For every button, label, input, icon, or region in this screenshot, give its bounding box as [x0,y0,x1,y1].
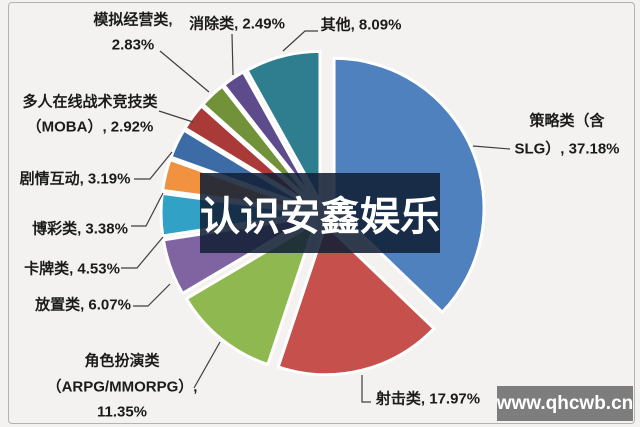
leader-line-10 [282,30,318,52]
site-watermark-text: www.qhcwb.cn [496,392,634,414]
slice-label-9-line-0: 消除类, 2.49% [189,15,285,33]
slice-label-2-line-0: 角色扮演类 [84,352,160,370]
leader-line-8 [159,50,210,93]
slice-label-0-line-0: 策略类（含 [529,112,605,130]
leader-line-4 [121,236,164,269]
slice-label-10-line-0: 其他, 8.09% [320,16,402,34]
leader-line-1 [361,375,371,403]
slice-label-2-line-2: 11.35% [96,403,148,421]
leader-line-5 [131,192,164,227]
leader-line-0 [472,145,511,150]
slice-label-7-line-0: 多人在线战术竞技类 [22,93,158,111]
pie-slice-2 [184,220,317,367]
slice-label-1-line-0: 射击类, 17.97% [375,390,481,408]
label-leader-lines [121,30,511,403]
slice-label-7-line-1: （MOBA）, 2.92% [26,118,154,136]
leader-line-9 [231,33,234,76]
leader-line-7 [158,110,194,123]
center-watermark-text: 认识安鑫娱乐 [200,195,440,239]
slice-label-0-line-1: SLG）, 37.18% [514,140,620,158]
leader-line-2 [193,341,221,389]
slice-label-3-line-0: 放置类, 6.07% [35,296,131,314]
site-watermark: www.qhcwb.cn [497,386,633,421]
slice-label-8-line-0: 模拟经营类, [93,11,173,29]
slice-label-4-line-0: 卡牌类, 4.53% [24,260,120,278]
slice-label-6-line-0: 剧情互动, 3.19% [19,170,131,188]
leader-line-6 [134,151,173,180]
slice-label-8-line-1: 2.83% [111,36,155,54]
pie-slice-10 [245,49,322,203]
leader-line-3 [133,283,171,307]
slice-label-5-line-0: 博彩类, 3.38% [32,220,128,238]
pie-slice-1 [276,223,436,377]
center-watermark: 认识安鑫娱乐 [200,173,440,253]
slice-label-2-line-1: （ARPG/MMORPG）, [46,378,198,396]
pie-slice-9 [222,70,318,205]
